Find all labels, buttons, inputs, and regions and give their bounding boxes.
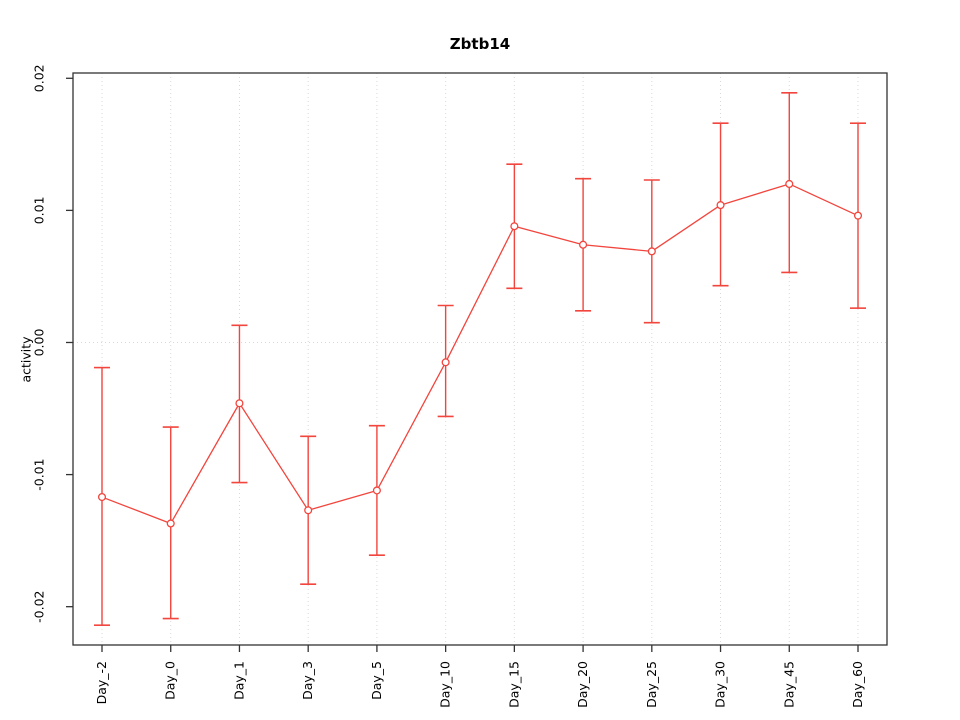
data-point-marker bbox=[579, 240, 588, 249]
x-tick-label: Day_5 bbox=[369, 661, 384, 700]
data-point-marker bbox=[97, 492, 107, 502]
data-point-marker bbox=[372, 486, 381, 495]
data-point-marker bbox=[166, 519, 175, 528]
y-tick-label: 0.01 bbox=[32, 196, 47, 224]
data-point-marker bbox=[304, 506, 313, 515]
x-tick-label: Day_45 bbox=[781, 661, 796, 708]
y-tick-label: -0.02 bbox=[32, 591, 47, 623]
plot-frame bbox=[72, 72, 888, 646]
x-tick-label: Day_3 bbox=[300, 661, 315, 700]
data-point-marker bbox=[510, 222, 519, 231]
data-point-marker bbox=[441, 358, 450, 367]
x-tick-label: Day_30 bbox=[713, 661, 728, 708]
x-tick-label: Day_15 bbox=[506, 661, 521, 708]
chart-title: Zbtb14 bbox=[449, 35, 511, 53]
x-tick-label: Day_10 bbox=[438, 661, 453, 708]
y-tick-label: 0.02 bbox=[32, 64, 47, 92]
x-tick-label: Day_20 bbox=[575, 661, 590, 708]
data-point-marker bbox=[853, 211, 863, 220]
x-tick-label: Day_25 bbox=[644, 661, 659, 708]
y-tick-label: 0.00 bbox=[32, 329, 47, 357]
y-axis-label: activity bbox=[18, 336, 34, 383]
y-tick-label: -0.01 bbox=[32, 458, 47, 490]
data-point-marker bbox=[235, 399, 244, 408]
x-tick-label: Day_-2 bbox=[94, 661, 109, 704]
x-tick-label: Day_60 bbox=[850, 661, 865, 708]
x-tick-label: Day_1 bbox=[231, 661, 246, 700]
data-point-marker bbox=[785, 179, 794, 189]
x-tick-label: Day_0 bbox=[163, 661, 178, 700]
data-point-marker bbox=[716, 201, 725, 210]
data-point-marker bbox=[647, 247, 656, 256]
series-line bbox=[101, 183, 859, 525]
